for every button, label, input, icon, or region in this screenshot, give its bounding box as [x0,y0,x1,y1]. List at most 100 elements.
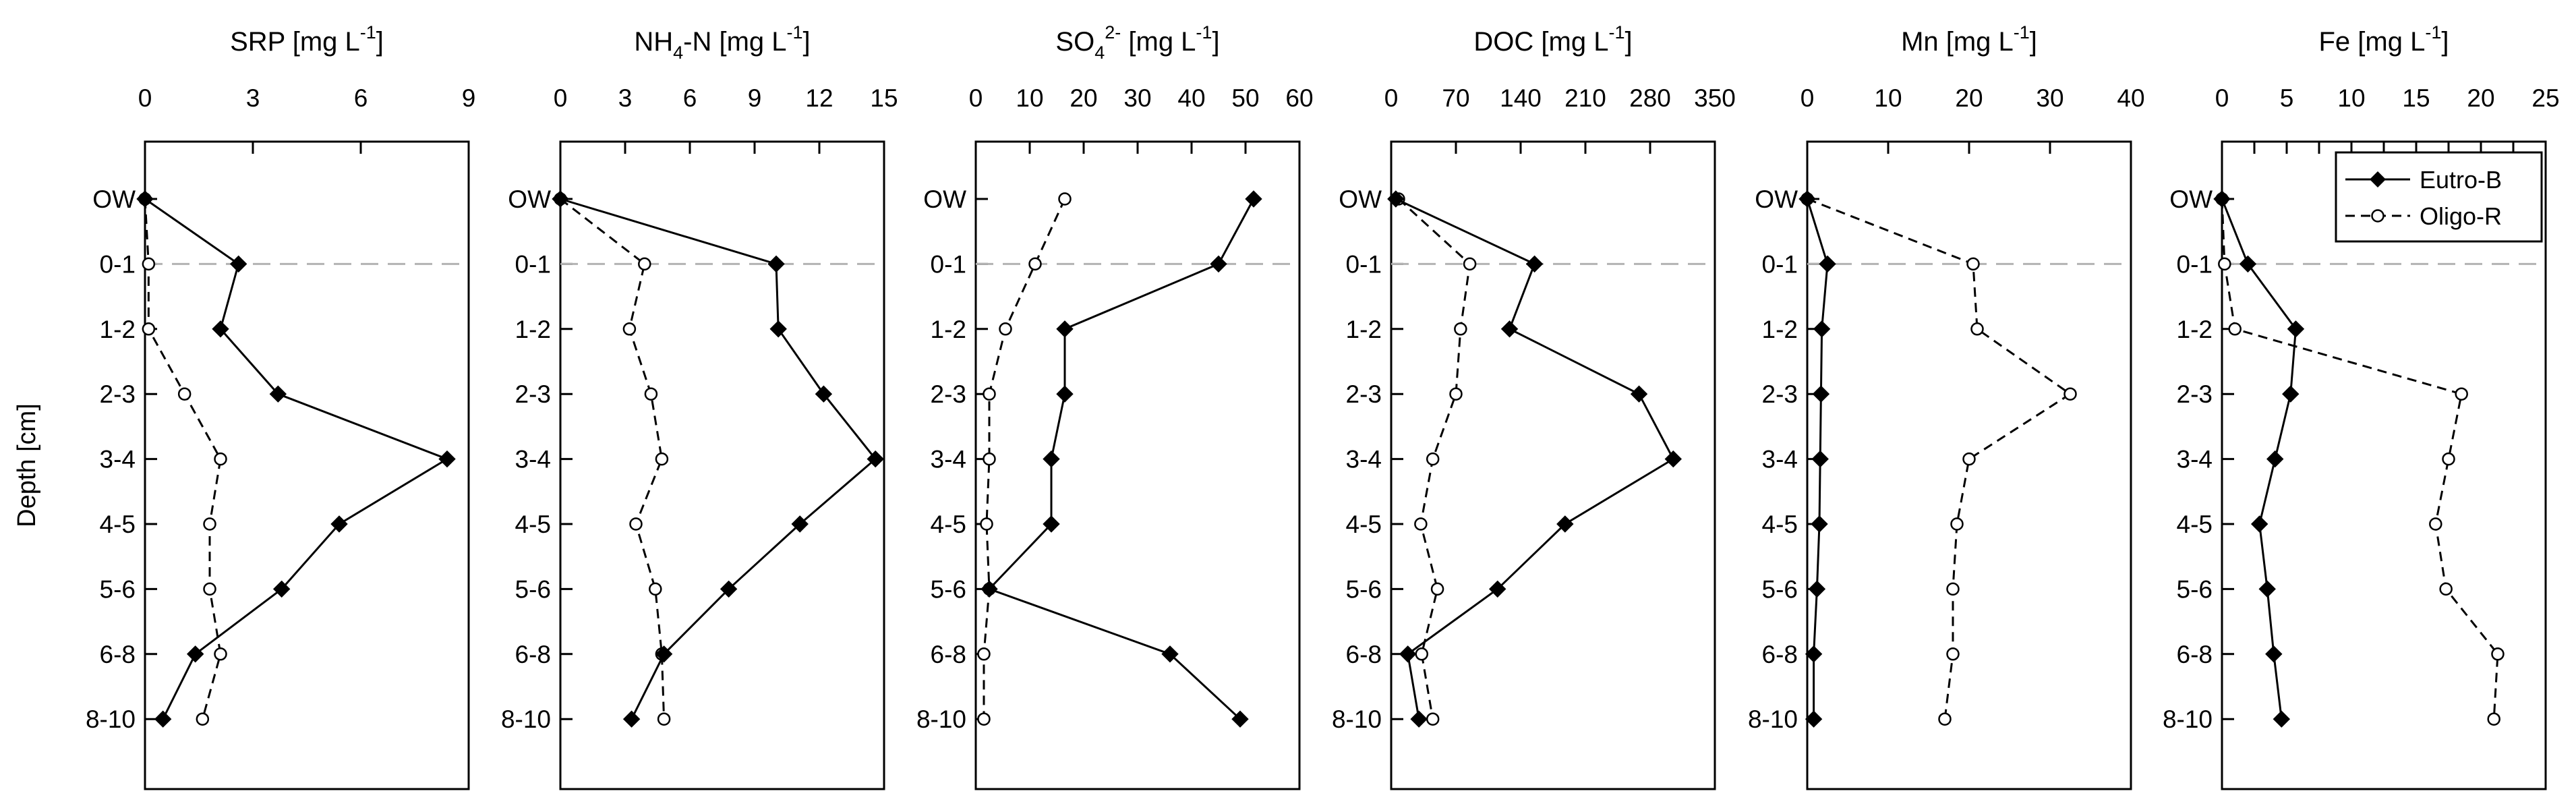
point-eutro-b [229,255,247,273]
point-oligo-r [2228,322,2242,336]
point-oligo-r [2442,452,2455,466]
point-oligo-r [644,387,658,401]
category-label: 5-6 [515,575,551,603]
category-label: 6-8 [931,641,966,668]
point-eutro-b [2258,580,2276,598]
point-oligo-r [629,517,643,531]
point-oligo-r [977,647,991,661]
panel-4: DOC [mg L-1] 0 70 140 210 280 350 OW 0-1 1-2 2-3 3-… [1332,22,1736,790]
point-eutro-b [980,580,998,598]
point-eutro-b [622,710,641,728]
point-oligo-r [655,452,669,466]
point-eutro-b [1664,450,1682,468]
category-label: 2-3 [931,380,966,408]
x-tick-label: 10 [1874,84,1902,112]
point-oligo-r [1058,192,1072,206]
point-oligo-r [2429,517,2442,531]
category-label: 3-4 [1762,446,1798,473]
point-eutro-b [1805,645,1823,663]
point-eutro-b [815,385,833,403]
point-oligo-r [999,322,1012,336]
point-oligo-r [2218,257,2231,271]
point-oligo-r [1430,582,1444,596]
category-label: 0-1 [931,250,966,278]
point-eutro-b [2282,385,2300,403]
panel-title: Fe [mg L-1] [2319,22,2449,57]
point-eutro-b [269,385,287,403]
x-tick-label: 9 [748,84,762,112]
x-tick-label: 25 [2531,84,2559,112]
point-oligo-r [1970,322,1984,336]
x-tick-label: 3 [618,84,633,112]
legend-marker-oligo-r [2371,209,2384,223]
series-line-oligo-r [2221,198,2499,720]
category-label: 8-10 [916,705,966,733]
legend-label: Eutro-B [2420,166,2502,194]
panel-2: NH4-N [mg L-1] 0 3 6 9 12 15 OW 0-1 1-2 2-3 3-4 4-5 5… [501,22,898,790]
x-tick-label: 0 [138,84,152,112]
point-oligo-r [203,582,216,596]
legend-label: Oligo-R [2420,202,2502,230]
point-eutro-b [1811,515,1828,533]
point-oligo-r [1449,387,1463,401]
point-eutro-b [212,320,229,338]
category-label: 4-5 [1346,511,1382,538]
category-label: 1-2 [931,316,966,343]
x-tick-label: 12 [805,84,833,112]
point-eutro-b [330,515,348,533]
category-label: 6-8 [1346,641,1382,668]
point-eutro-b [1399,645,1417,663]
category-label: 1-2 [515,316,551,343]
category-label: 6-8 [1762,641,1798,668]
point-eutro-b [1056,385,1074,403]
x-tick-label: 30 [1123,84,1151,112]
point-eutro-b [1812,385,1830,403]
panel-title: NH4-N [mg L-1] [634,22,810,63]
point-oligo-r [2491,647,2505,661]
category-label: 3-4 [515,446,551,473]
point-oligo-r [196,712,210,726]
point-oligo-r [1415,647,1429,661]
legend-box [2335,151,2543,243]
y-axis-label: Depth [cm] [13,403,41,527]
x-tick-label: 0 [554,84,568,112]
point-eutro-b [1161,645,1179,663]
point-eutro-b [1813,320,1831,338]
point-eutro-b [1387,190,1405,208]
point-oligo-r [1946,582,1960,596]
point-eutro-b [2250,515,2268,533]
category-label: 1-2 [100,316,136,343]
point-oligo-r [1414,517,1428,531]
panel-1: SRP [mg L-1] 0 3 6 9 OW 0-1 1-2 2-3 3-4 4-5 5-6 6-8 8… [86,22,475,790]
x-tick-label: 0 [1384,84,1399,112]
panel-title: SRP [mg L-1] [230,22,384,57]
x-tick-label: 0 [1801,84,1815,112]
point-eutro-b [136,190,154,208]
point-oligo-r [1950,517,1964,531]
panel-title: Mn [mg L-1] [1901,22,2037,57]
category-label: 0-1 [515,250,551,278]
point-oligo-r [983,387,996,401]
point-oligo-r [177,387,192,401]
category-label: 1-2 [1346,316,1382,343]
panel-5: Mn [mg L-1] 0 10 20 30 40 OW 0-1 1-2 2-3 3-4 4-5 5-6… [1748,22,2145,790]
category-label: 8-10 [2163,705,2213,733]
panel-3: SO42- [mg L-1] 0 10 20 30 40 50 60 OW 0-1 1-2 2-3 3-… [916,22,1314,790]
point-eutro-b [552,190,569,208]
category-label: 1-2 [1762,316,1798,343]
point-oligo-r [2487,712,2500,726]
plot-frame [974,140,1301,790]
category-label: OW [1755,185,1798,213]
point-eutro-b [272,580,291,598]
point-eutro-b [2273,710,2291,728]
point-eutro-b [2265,645,2283,663]
x-tick-label: 350 [1694,84,1736,112]
point-oligo-r [1454,322,1467,336]
point-eutro-b [2287,320,2305,338]
point-eutro-b [1798,190,1816,208]
x-tick-label: 15 [2402,84,2430,112]
category-label: 8-10 [1332,705,1382,733]
x-tick-label: 50 [1231,84,1259,112]
x-tick-label: 6 [354,84,368,112]
